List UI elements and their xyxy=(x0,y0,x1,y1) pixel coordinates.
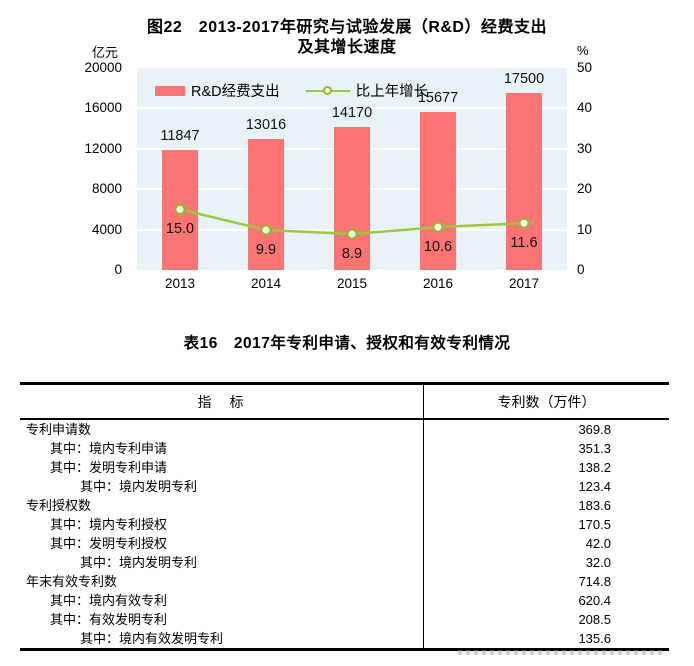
row-value: 42.0 xyxy=(585,536,611,551)
right-axis-unit: % xyxy=(577,43,589,58)
legend-label: 比上年增长 xyxy=(355,84,429,100)
line-value-label: 9.9 xyxy=(255,242,277,258)
right-axis-tick: 20 xyxy=(577,181,593,197)
left-axis-tick: 20000 xyxy=(84,60,122,75)
row-indicator: 其中：境内有效发明专利 xyxy=(20,629,424,648)
bar-swatch-icon xyxy=(155,85,185,96)
legend-item: 比上年增长 xyxy=(305,80,429,101)
chart-legend: R&D经费支出 比上年增长 xyxy=(155,80,428,101)
table-row: 其中：发明专利授权 42.0 xyxy=(20,534,669,553)
left-axis-tick: 8000 xyxy=(91,181,122,197)
row-indicator: 其中：发明专利授权 xyxy=(20,534,424,553)
growth-line xyxy=(174,203,530,240)
legend-label: R&D经费支出 xyxy=(191,84,280,100)
row-indicator: 其中：发明专利申请 xyxy=(20,458,424,477)
left-axis-tick: 0 xyxy=(114,262,122,277)
row-value: 170.5 xyxy=(578,517,611,532)
row-indicator: 年末有效专利数 xyxy=(20,572,424,591)
table-row: 其中：有效发明专利 208.5 xyxy=(20,610,669,629)
row-indicator: 其中：境内有效专利 xyxy=(20,591,424,610)
line-value-label: 8.9 xyxy=(341,246,363,263)
right-axis-tick: 30 xyxy=(577,140,593,156)
bar xyxy=(506,93,542,270)
right-axis-tick: 10 xyxy=(577,221,593,237)
x-axis-label: 2014 xyxy=(250,276,282,291)
row-value: 208.5 xyxy=(578,612,611,627)
row-indicator: 其中：境内发明专利 xyxy=(20,553,424,572)
line-swatch-marker xyxy=(322,85,332,95)
left-axis-tick: 4000 xyxy=(91,221,122,237)
row-value: 369.8 xyxy=(578,422,611,437)
right-axis-ticks: 50 40 30 20 10 0 xyxy=(577,60,617,277)
line-marker xyxy=(346,228,358,240)
x-axis-label: 2017 xyxy=(508,276,540,291)
row-value: 714.8 xyxy=(578,574,611,589)
right-axis-tick: 50 xyxy=(577,60,593,75)
x-axis-label: 2015 xyxy=(336,276,368,291)
row-value: 620.4 xyxy=(578,593,611,608)
line-value-label: 11.6 xyxy=(510,235,538,252)
line-value-label: 15.0 xyxy=(165,221,195,238)
bar-value-label: 15677 xyxy=(417,89,459,106)
plot-area: 11847 13016 14170 15677 17500 15.0 9.9 8.9 10.6 1… xyxy=(137,68,567,270)
table-header-value: 专利数（万件） xyxy=(497,393,596,410)
line-marker xyxy=(432,221,444,233)
bar-value-label: 14170 xyxy=(331,104,373,121)
table-row: 年末有效专利数 714.8 xyxy=(20,572,669,591)
table-header-row: 指 标 专利数（万件） xyxy=(20,385,669,420)
right-axis-tick: 40 xyxy=(577,100,593,116)
gridline xyxy=(137,107,567,110)
row-value: 32.0 xyxy=(585,555,611,570)
row-value: 183.6 xyxy=(578,498,611,513)
watermark-artifact xyxy=(458,650,666,655)
table-body: 专利申请数 369.8 其中：境内专利申请 351.3 其中：发明专利申请 138.2 其中… xyxy=(20,420,669,648)
row-indicator: 其中：有效发明专利 xyxy=(20,610,424,629)
line-marker xyxy=(260,224,272,236)
bar-value-label: 13016 xyxy=(245,116,287,133)
line-marker xyxy=(174,203,186,215)
x-axis-label: 2013 xyxy=(164,276,196,291)
table-row: 其中：境内有效发明专利 135.6 xyxy=(20,629,669,648)
table-row: 其中：境内发明专利 123.4 xyxy=(20,477,669,496)
figure-title-line1: 图22 2013-2017年研究与试验发展（R&D）经费支出 xyxy=(147,19,547,36)
bar-value-label: 17500 xyxy=(503,71,545,88)
row-indicator: 专利申请数 xyxy=(20,420,424,439)
row-value: 138.2 xyxy=(578,460,611,475)
row-indicator: 其中：境内专利授权 xyxy=(20,515,424,534)
row-value: 123.4 xyxy=(578,479,611,494)
line-value-label: 10.6 xyxy=(423,239,453,256)
table-header-indicator: 指 标 xyxy=(20,385,424,418)
bar xyxy=(334,126,370,270)
row-value: 135.6 xyxy=(578,631,611,646)
legend-item: R&D经费支出 xyxy=(155,80,280,101)
line-swatch-icon xyxy=(305,85,350,96)
table-row: 其中：境内专利申请 351.3 xyxy=(20,439,669,458)
left-axis-ticks: 20000 16000 12000 8000 4000 0 xyxy=(60,60,124,277)
figure-title-line2: 及其增长速度 xyxy=(297,39,397,56)
bar-value-label: 11847 xyxy=(160,128,200,145)
table-row: 专利授权数 183.6 xyxy=(20,496,669,515)
left-axis-tick: 12000 xyxy=(84,140,122,156)
table-row: 其中：发明专利申请 138.2 xyxy=(20,458,669,477)
row-indicator: 专利授权数 xyxy=(20,496,424,515)
table-row: 其中：境内专利授权 170.5 xyxy=(20,515,669,534)
bar xyxy=(248,138,284,270)
line-marker xyxy=(518,217,530,229)
table-title: 表16 2017年专利申请、授权和有效专利情况 xyxy=(183,335,511,352)
right-axis-tick: 0 xyxy=(577,262,585,277)
table-row: 其中：境内发明专利 32.0 xyxy=(20,553,669,572)
row-indicator: 其中：境内发明专利 xyxy=(20,477,424,496)
left-axis-tick: 16000 xyxy=(84,100,122,116)
patent-table: 指 标 专利数（万件） 专利申请数 369.8 其中：境内专利申请 351.3 其中：发… xyxy=(20,382,669,651)
x-axis-labels: 2013 2014 2015 2016 2017 xyxy=(137,276,567,291)
row-value: 351.3 xyxy=(578,441,611,456)
table-row: 其中：境内有效专利 620.4 xyxy=(20,591,669,610)
bar xyxy=(420,111,456,270)
left-axis-unit: 亿元 xyxy=(92,45,119,60)
row-indicator: 其中：境内专利申请 xyxy=(20,439,424,458)
x-axis-label: 2016 xyxy=(422,276,454,291)
table-row: 专利申请数 369.8 xyxy=(20,420,669,439)
